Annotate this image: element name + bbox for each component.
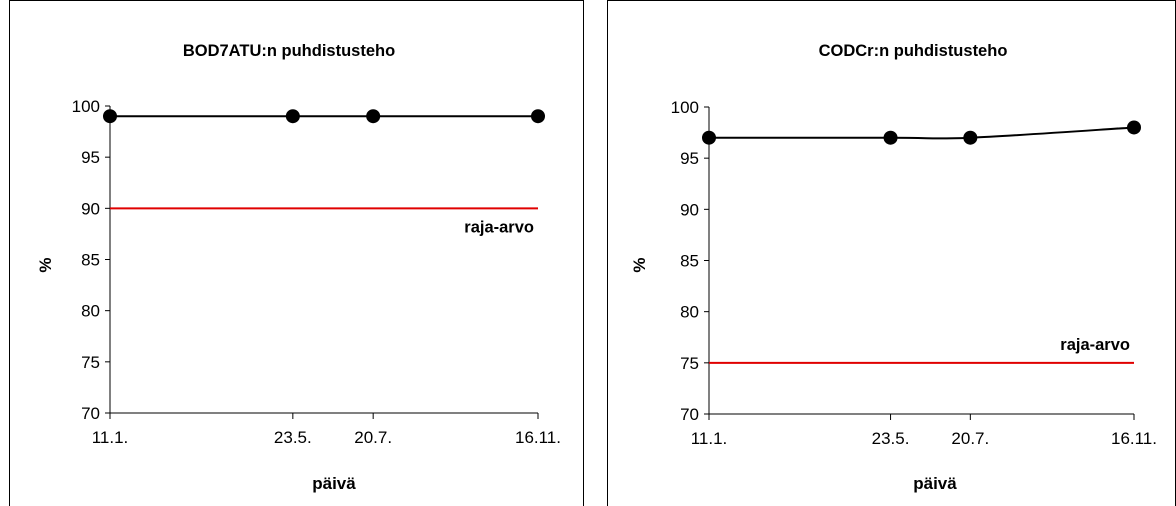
reference-line-label: raja-arvo xyxy=(464,218,534,236)
x-tick-label: 16.11. xyxy=(515,428,561,447)
y-tick-label: 85 xyxy=(680,252,699,271)
plot-area: 70 75 80 85 90 95 100 11.1. 23.5. 20.7. 16.11. raja… xyxy=(671,98,1157,448)
y-tick-label: 95 xyxy=(680,149,699,168)
y-tick-label: 80 xyxy=(81,302,100,321)
chart-panel-bod: BOD7ATU:n puhdistusteho päivä % 70 75 80 85… xyxy=(9,0,584,506)
y-tick-label: 95 xyxy=(81,148,100,167)
data-point xyxy=(531,109,545,124)
y-tick-label: 90 xyxy=(680,200,699,219)
chart-title: BOD7ATU:n puhdistusteho xyxy=(183,42,395,60)
series-line xyxy=(709,126,1135,140)
x-tick-label: 23.5. xyxy=(872,429,910,448)
y-tick-label: 100 xyxy=(72,97,100,116)
data-point xyxy=(963,130,978,145)
y-tick-label: 100 xyxy=(671,98,699,117)
data-point xyxy=(366,109,381,124)
chart-title: CODCr:n puhdistusteho xyxy=(819,42,1008,60)
x-tick-label: 20.7. xyxy=(354,428,392,447)
data-point xyxy=(285,109,300,124)
chart-bod-svg: BOD7ATU:n puhdistusteho päivä % 70 75 80 85… xyxy=(36,42,561,493)
x-tick-label: 16.11. xyxy=(1111,429,1157,448)
y-tick-label: 75 xyxy=(680,354,699,373)
x-tick-label: 23.5. xyxy=(274,428,312,447)
y-tick-label: 90 xyxy=(81,199,100,218)
x-axis-title: päivä xyxy=(312,474,356,493)
y-tick-label: 70 xyxy=(81,404,100,423)
y-axis-title: % xyxy=(36,257,55,272)
data-point xyxy=(1127,120,1141,135)
y-tick-label: 70 xyxy=(680,405,699,424)
chart-panel-cod: CODCr:n puhdistusteho päivä % 70 75 80 85 90… xyxy=(607,0,1176,506)
data-point xyxy=(883,130,898,145)
plot-area: 70 75 80 85 90 95 100 11.1. 23.5. 20.7. 16.11. raja… xyxy=(72,97,561,447)
chart-cod-svg: CODCr:n puhdistusteho päivä % 70 75 80 85 90… xyxy=(630,42,1157,493)
x-axis-title: päivä xyxy=(913,474,957,493)
x-tick-label: 20.7. xyxy=(951,429,989,448)
x-tick-label: 11.1. xyxy=(92,428,129,447)
data-point xyxy=(103,109,117,124)
reference-line-label: raja-arvo xyxy=(1060,336,1130,354)
y-tick-label: 80 xyxy=(680,303,699,322)
y-tick-label: 75 xyxy=(81,353,100,372)
x-tick-label: 11.1. xyxy=(691,429,728,448)
y-tick-label: 85 xyxy=(81,251,100,270)
y-axis-title: % xyxy=(630,257,649,272)
data-point xyxy=(702,130,716,145)
